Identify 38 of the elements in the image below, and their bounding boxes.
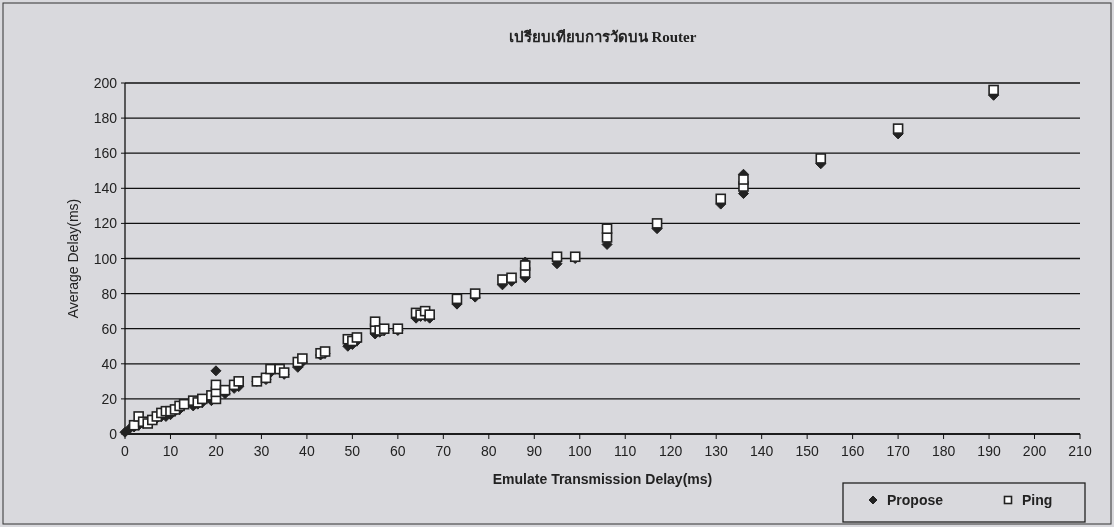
x-tick-label: 200 bbox=[1022, 443, 1047, 459]
x-tick-label: 110 bbox=[614, 443, 637, 459]
chart-title: เปรียบเทียบการวัดบน Router bbox=[508, 29, 697, 45]
x-tick-label: 120 bbox=[659, 443, 683, 459]
y-axis-title: Average Delay(ms) bbox=[65, 198, 81, 319]
legend-label: Ping bbox=[1022, 492, 1053, 508]
x-tick-label: 180 bbox=[931, 443, 956, 459]
y-tick-label: 120 bbox=[93, 215, 118, 232]
x-tick-label: 40 bbox=[299, 443, 315, 459]
y-tick-label: 60 bbox=[101, 320, 118, 337]
y-tick-label: 20 bbox=[101, 390, 118, 407]
x-tick-label: 80 bbox=[481, 443, 497, 459]
x-tick-label: 30 bbox=[253, 443, 270, 459]
y-tick-label: 40 bbox=[101, 355, 118, 372]
x-tick-label: 170 bbox=[886, 443, 910, 459]
x-tick-label: 160 bbox=[840, 443, 865, 459]
y-tick-label: 0 bbox=[109, 426, 118, 442]
x-tick-label: 90 bbox=[526, 443, 543, 459]
y-tick-label: 80 bbox=[101, 285, 118, 302]
x-tick-label: 130 bbox=[704, 443, 729, 459]
x-tick-label: 150 bbox=[795, 443, 820, 459]
legend-label: Propose bbox=[887, 492, 944, 508]
y-tick-label: 200 bbox=[93, 75, 118, 91]
x-tick-label: 210 bbox=[1068, 443, 1092, 459]
x-tick-label: 50 bbox=[344, 443, 361, 459]
x-tick-label: 60 bbox=[390, 443, 406, 459]
y-tick-label: 180 bbox=[93, 110, 118, 127]
x-tick-label: 20 bbox=[208, 443, 224, 459]
x-tick-label: 70 bbox=[435, 443, 452, 459]
x-tick-label: 190 bbox=[977, 443, 1001, 459]
x-tick-label: 140 bbox=[749, 443, 774, 459]
x-tick-label: 10 bbox=[162, 443, 179, 459]
y-tick-label: 100 bbox=[93, 250, 118, 267]
x-tick-label: 0 bbox=[121, 443, 130, 459]
y-tick-label: 160 bbox=[93, 145, 118, 162]
x-tick-label: 100 bbox=[568, 443, 592, 459]
y-tick-label: 140 bbox=[93, 180, 118, 197]
x-axis-title: Emulate Transmission Delay(ms) bbox=[492, 471, 713, 487]
